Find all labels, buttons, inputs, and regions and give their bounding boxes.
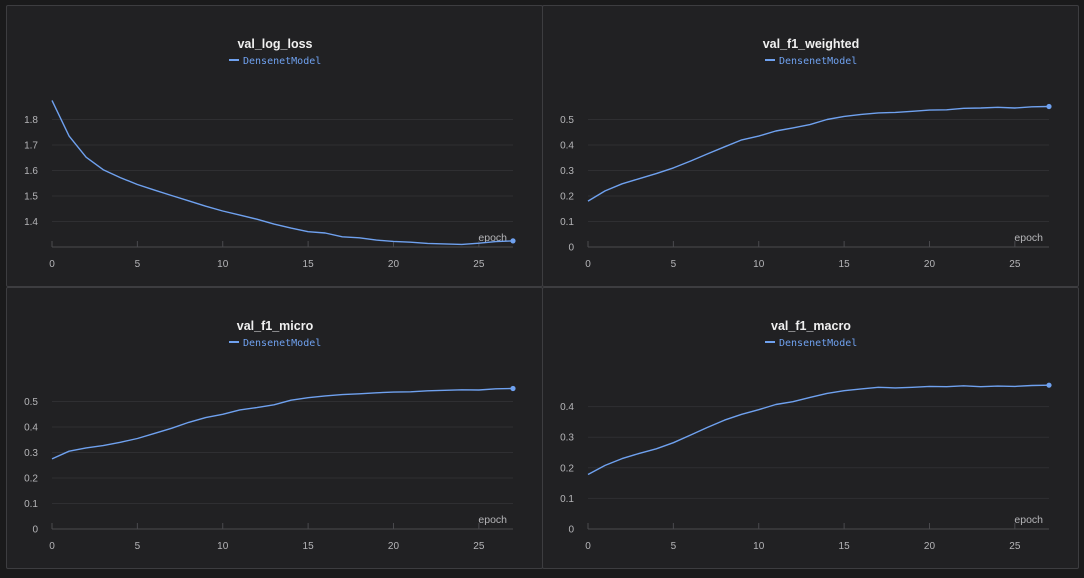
series-line-val-f1-macro[interactable] [587, 384, 1050, 476]
chart-title-val-log-loss: val_log_loss [237, 37, 312, 51]
chart-svg-val-f1-macro: val_f1_macro DensenetModel 0 0.1 0.2 0.3 0.4 0 5… [560, 319, 1052, 552]
chart-panel-val-f1-weighted: val_f1_weighted DensenetModel 0 0.1 0.2 0.3 0.… [542, 5, 1079, 287]
legend-label-val-f1-micro[interactable]: DensenetModel [243, 338, 321, 349]
x-tick-label: 15 [839, 541, 851, 552]
x-tick-label: 5 [671, 541, 677, 552]
series-end-point[interactable] [510, 238, 516, 244]
x-tick-label: 5 [135, 259, 141, 270]
x-tick-label: 15 [303, 541, 315, 552]
x-tick-label: 20 [924, 541, 936, 552]
y-tick-label: 0.2 [24, 474, 38, 485]
y-tick-label: 0.5 [24, 397, 38, 408]
chart-svg-val-log-loss: val_log_loss DensenetModel 1.4 1.5 1.6 1.7 1.8… [24, 37, 516, 270]
chart-panel-val-f1-micro: val_f1_micro DensenetModel 0 0.1 0.2 0.3 0.4 0.… [6, 287, 543, 569]
x-tick-label: 25 [473, 259, 485, 270]
y-tick-label: 0.4 [560, 402, 574, 413]
y-tick-label: 1.7 [24, 141, 38, 152]
x-tick-label: 5 [671, 259, 677, 270]
y-tick-label: 1.5 [24, 192, 38, 203]
y-tick-label: 0.1 [560, 494, 574, 505]
series-line-val-f1-weighted[interactable] [587, 105, 1050, 202]
y-tick-label: 0.4 [24, 423, 38, 434]
x-tick-label: 15 [839, 259, 851, 270]
y-tick-label: 0 [32, 525, 38, 536]
x-tick-label: 10 [753, 259, 765, 270]
chart-title-val-f1-micro: val_f1_micro [237, 319, 314, 333]
y-tick-label: 0.2 [560, 192, 574, 203]
x-tick-label: 20 [388, 541, 400, 552]
x-tick-label: 0 [49, 259, 55, 270]
x-tick-label: 20 [924, 259, 936, 270]
x-tick-label: 15 [303, 259, 315, 270]
series-end-point[interactable] [510, 385, 516, 392]
x-tick-label: 20 [388, 259, 400, 270]
x-axis-label: epoch [1014, 514, 1043, 526]
y-tick-label: 0.3 [560, 433, 574, 444]
y-tick-label: 0.2 [560, 463, 574, 474]
chart-svg-val-f1-weighted: val_f1_weighted DensenetModel 0 0.1 0.2 0.3 0.… [560, 37, 1052, 270]
x-tick-label: 10 [217, 541, 229, 552]
x-tick-label: 25 [473, 541, 485, 552]
chart-title-val-f1-weighted: val_f1_weighted [763, 37, 860, 51]
y-tick-label: 0 [568, 525, 574, 536]
series-end-point[interactable] [1046, 103, 1052, 110]
y-tick-label: 0.3 [560, 166, 574, 177]
chart-title-val-f1-macro: val_f1_macro [771, 319, 851, 333]
x-tick-label: 0 [49, 541, 55, 552]
y-tick-label: 0.1 [560, 217, 574, 228]
y-tick-label: 0.5 [560, 115, 574, 126]
x-tick-label: 10 [753, 541, 765, 552]
y-tick-label: 1.6 [24, 166, 38, 177]
x-tick-label: 5 [135, 541, 141, 552]
legend-label-val-log-loss[interactable]: DensenetModel [243, 56, 321, 67]
chart-svg-val-f1-micro: val_f1_micro DensenetModel 0 0.1 0.2 0.3 0.4 0.… [24, 319, 516, 552]
y-tick-label: 1.4 [24, 217, 38, 228]
y-tick-label: 0.3 [24, 448, 38, 459]
legend-label-val-f1-weighted[interactable]: DensenetModel [779, 56, 857, 67]
chart-panel-val-f1-macro: val_f1_macro DensenetModel 0 0.1 0.2 0.3 0.4 0 5… [542, 287, 1079, 569]
y-tick-label: 1.8 [24, 115, 38, 126]
x-tick-label: 0 [585, 541, 591, 552]
series-line-val-f1-micro[interactable] [51, 387, 514, 460]
y-tick-label: 0.4 [560, 141, 574, 152]
legend-label-val-f1-macro[interactable]: DensenetModel [779, 338, 857, 349]
x-axis-label: epoch [1014, 232, 1043, 244]
series-end-point[interactable] [1046, 382, 1052, 388]
x-tick-label: 0 [585, 259, 591, 270]
x-tick-label: 25 [1009, 541, 1021, 552]
y-tick-label: 0 [568, 243, 574, 254]
x-tick-label: 25 [1009, 259, 1021, 270]
x-axis-label: epoch [478, 514, 507, 526]
series-line-val-log-loss[interactable] [51, 100, 514, 246]
chart-panel-val-log-loss: val_log_loss DensenetModel 1.4 1.5 1.6 1.7 1.8… [6, 5, 543, 287]
x-tick-label: 10 [217, 259, 229, 270]
y-tick-label: 0.1 [24, 499, 38, 510]
